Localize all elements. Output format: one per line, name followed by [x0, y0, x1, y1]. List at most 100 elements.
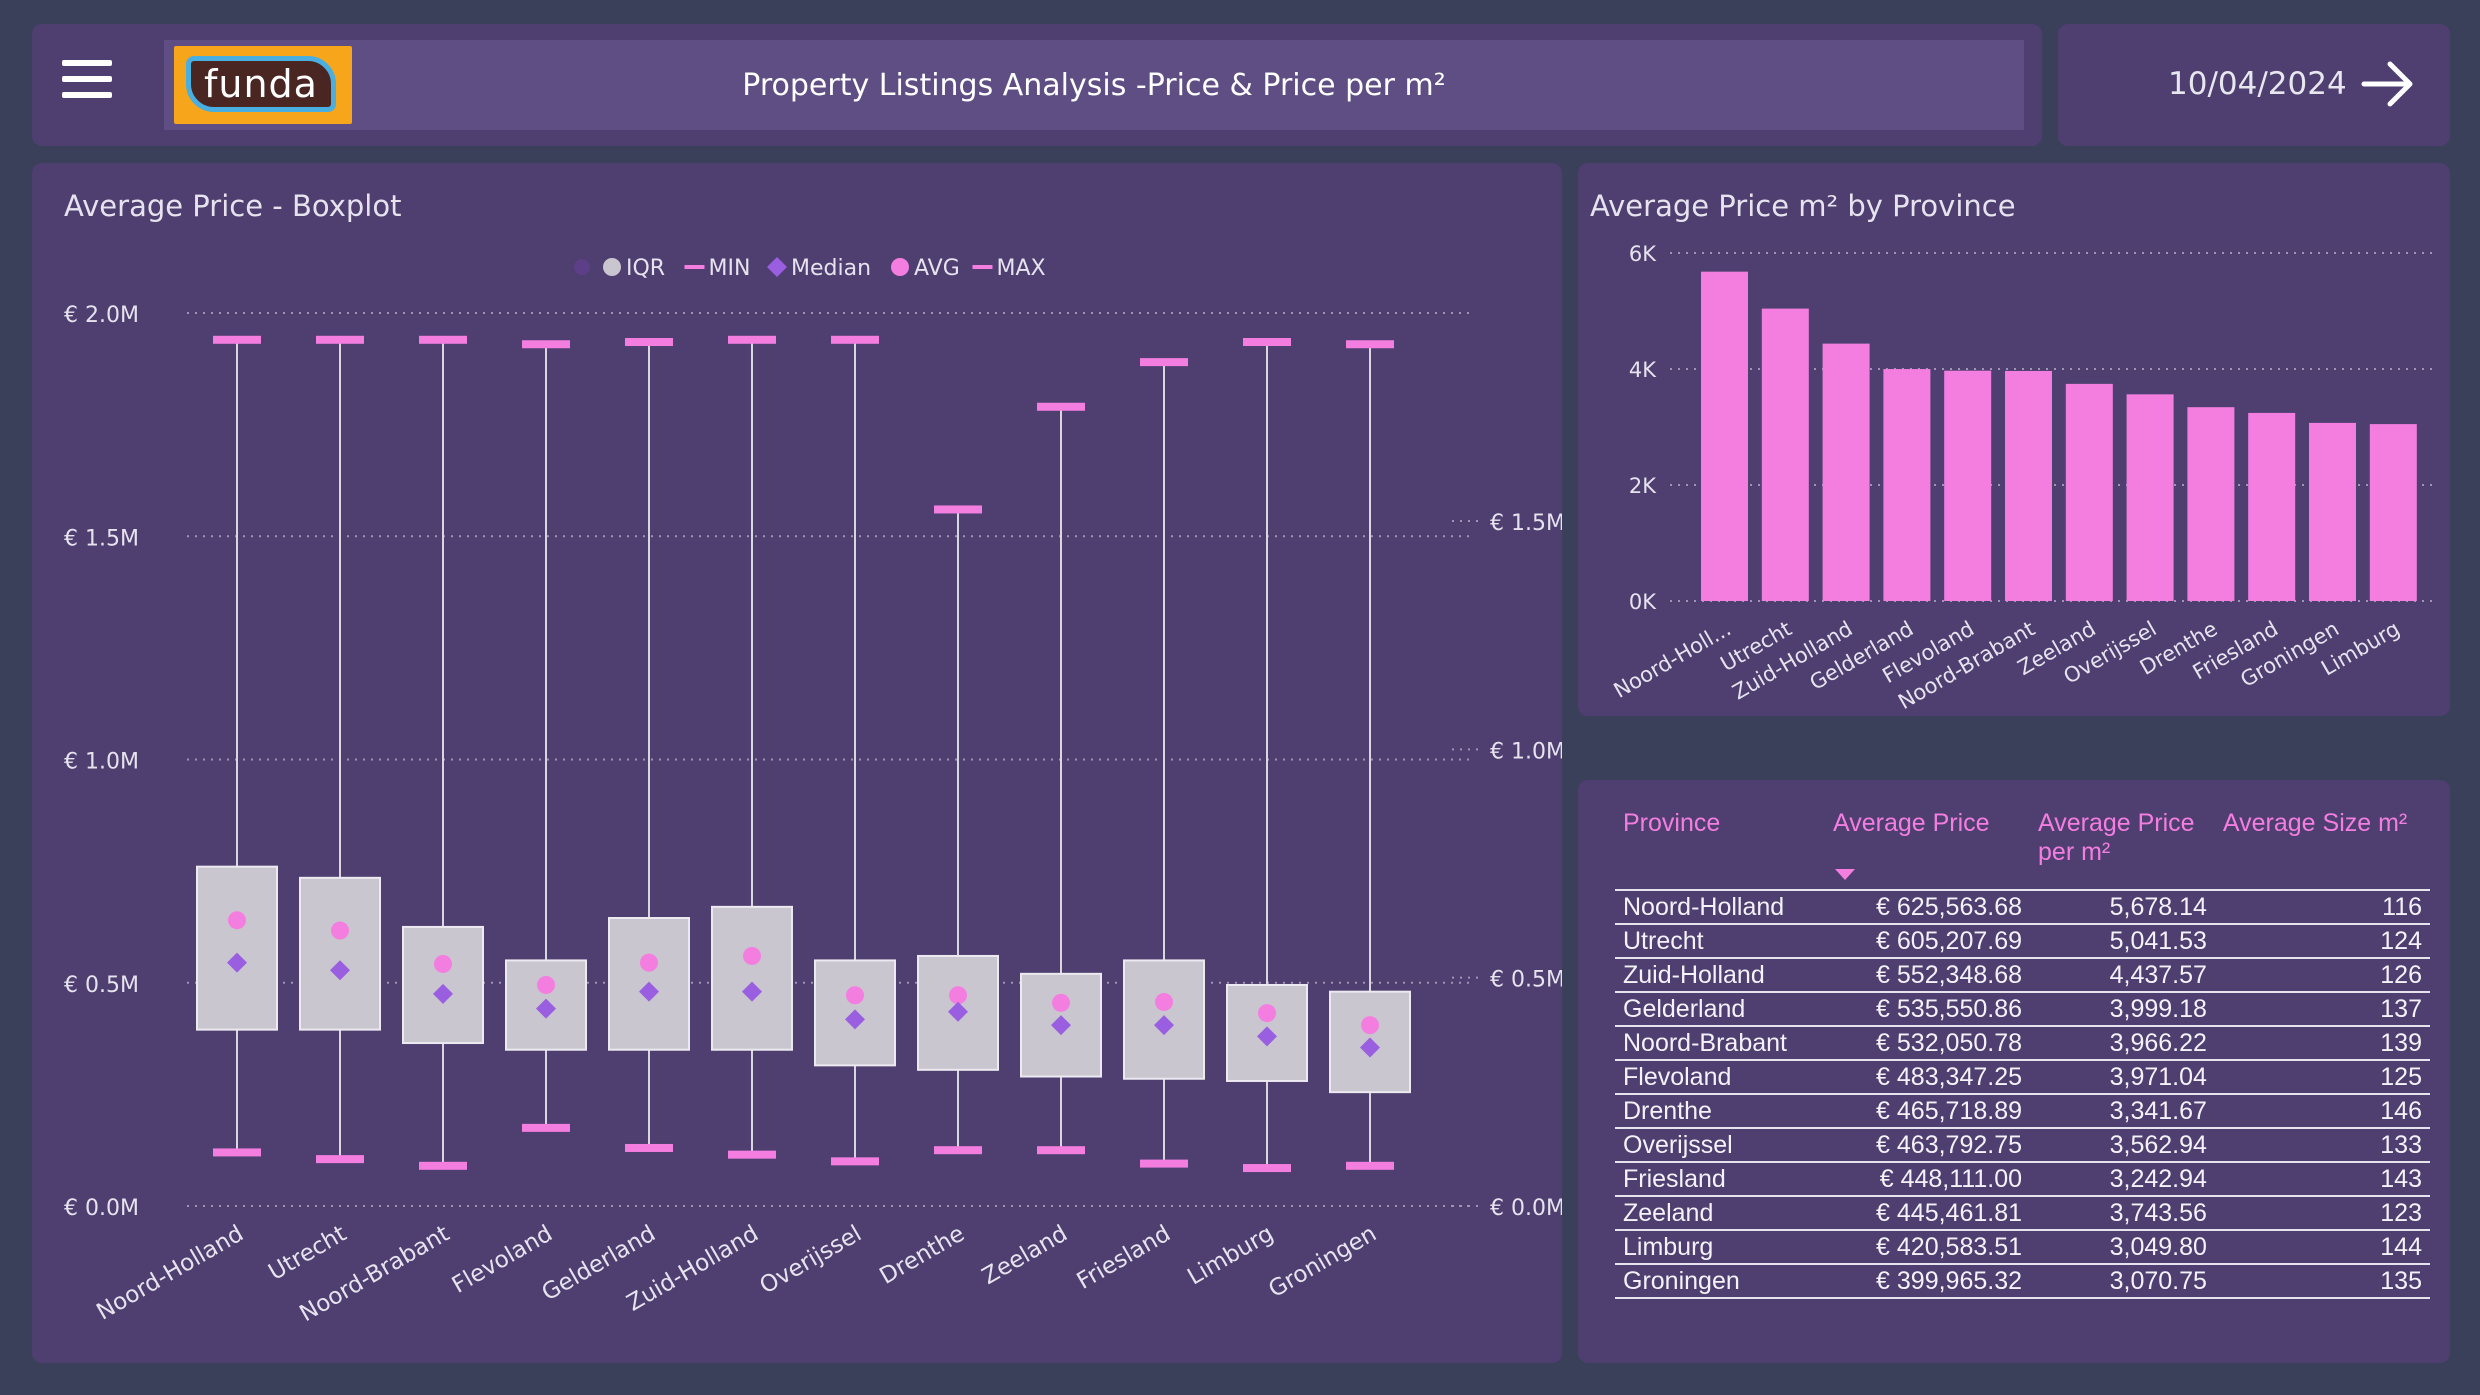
- avg-marker: [434, 954, 452, 973]
- cell-average-price: € 463,792.75: [1825, 1128, 2031, 1163]
- funda-logo: funda: [174, 46, 352, 124]
- min-marker: [728, 1150, 776, 1159]
- cell-province: Groningen: [1615, 1264, 1826, 1299]
- cell-average-price: € 465,718.89: [1825, 1094, 2031, 1129]
- y-axis-tick-label: 6K: [1629, 242, 1657, 266]
- column-header-average-size[interactable]: Average Size m²: [2222, 809, 2408, 837]
- cell-average-size: 124: [2214, 924, 2430, 959]
- legend-marker-iqr: [603, 258, 621, 276]
- legend-label: IQR: [626, 256, 665, 281]
- cell-average-size: 143: [2214, 1162, 2430, 1197]
- cell-province: Limburg: [1615, 1230, 1826, 1265]
- avg-marker: [846, 986, 864, 1005]
- cell-average-price: € 625,563.68: [1825, 889, 2031, 925]
- y-axis-tick-label: € 0.5M: [64, 973, 139, 998]
- max-marker: [728, 335, 776, 344]
- cell-price-per-m2: 3,049.80: [2030, 1230, 2215, 1265]
- table-row[interactable]: Friesland € 448,111.00 3,242.94 143: [1615, 1162, 2430, 1197]
- table-row[interactable]: Overijssel € 463,792.75 3,562.94 133: [1615, 1128, 2430, 1163]
- min-marker: [1140, 1159, 1188, 1168]
- table-row[interactable]: Limburg € 420,583.51 3,049.80 144: [1615, 1230, 2430, 1265]
- boxplot-panel: Average Price - Boxplot IQR MIN Median AVG M…: [32, 163, 1562, 1363]
- cell-average-size: 123: [2214, 1196, 2430, 1231]
- legend-marker-max: [972, 265, 993, 269]
- legend-marker-hidden: [574, 259, 590, 275]
- median-marker: [845, 1009, 865, 1030]
- min-marker: [316, 1155, 364, 1164]
- bar: [1701, 271, 1748, 601]
- cell-province: Gelderland: [1615, 992, 1826, 1027]
- legend-label: AVG: [914, 256, 960, 281]
- x-axis-tick-label: Groningen: [1264, 1221, 1381, 1303]
- iqr-box: [505, 959, 587, 1051]
- max-marker: [213, 335, 261, 344]
- table-row[interactable]: Gelderland € 535,550.86 3,999.18 137: [1615, 992, 2430, 1027]
- table-row[interactable]: Zuid-Holland € 552,348.68 4,437.57 126: [1615, 958, 2430, 993]
- province-table: Province Average Price Average Price per…: [1615, 805, 2430, 1299]
- table-row[interactable]: Groningen € 399,965.32 3,070.75 135: [1615, 1264, 2430, 1299]
- y-axis-tick-label: € 1.5M: [64, 526, 139, 551]
- min-marker: [1243, 1164, 1291, 1173]
- boxplot-legend: IQR MIN Median AVG MAX: [574, 256, 1046, 281]
- median-marker: [1360, 1037, 1380, 1058]
- table-row[interactable]: Drenthe € 465,718.89 3,341.67 146: [1615, 1094, 2430, 1129]
- median-marker: [536, 998, 556, 1019]
- table-row[interactable]: Flevoland € 483,347.25 3,971.04 125: [1615, 1060, 2430, 1095]
- min-marker: [522, 1123, 570, 1132]
- bar: [2187, 407, 2235, 601]
- bar: [1761, 308, 1809, 601]
- cell-average-size: 125: [2214, 1060, 2430, 1095]
- max-marker: [419, 335, 467, 344]
- legend-marker-median: [767, 257, 787, 277]
- table-row[interactable]: Utrecht € 605,207.69 5,041.53 124: [1615, 924, 2430, 959]
- max-marker: [316, 335, 364, 344]
- column-header-average-price[interactable]: Average Price: [1825, 805, 2030, 890]
- y-axis-tick-label: 2K: [1629, 474, 1657, 498]
- cell-average-size: 116: [2214, 889, 2430, 925]
- column-header-average-price-label: Average Price: [1833, 809, 1990, 837]
- bar-chart-title: Average Price m² by Province: [1590, 189, 2016, 223]
- cell-average-price: € 399,965.32: [1825, 1264, 2031, 1299]
- x-axis-tick-label: Drenthe: [875, 1221, 969, 1290]
- avg-marker: [228, 911, 246, 930]
- cell-average-size: 133: [2214, 1128, 2430, 1163]
- cell-price-per-m2: 5,678.14: [2030, 889, 2215, 925]
- cell-price-per-m2: 3,971.04: [2030, 1060, 2215, 1095]
- median-marker: [433, 983, 453, 1004]
- cell-price-per-m2: 3,070.75: [2030, 1264, 2215, 1299]
- median-marker: [1154, 1015, 1174, 1036]
- cell-price-per-m2: 4,437.57: [2030, 958, 2215, 993]
- table-row[interactable]: Noord-Brabant € 532,050.78 3,966.22 139: [1615, 1026, 2430, 1061]
- avg-marker: [1258, 1004, 1276, 1023]
- y-axis-tick-label: € 1.0M: [64, 750, 139, 775]
- max-marker: [1140, 358, 1188, 367]
- cell-price-per-m2: 3,341.67: [2030, 1094, 2215, 1129]
- bar: [2248, 412, 2296, 601]
- sort-desc-icon[interactable]: [1835, 869, 1856, 880]
- table-row[interactable]: Zeeland € 445,461.81 3,743.56 123: [1615, 1196, 2430, 1231]
- arrow-right-icon[interactable]: [2358, 54, 2418, 114]
- bar: [2369, 424, 2417, 601]
- cell-average-price: € 532,050.78: [1825, 1026, 2031, 1061]
- avg-marker: [743, 946, 761, 965]
- median-marker: [1257, 1026, 1277, 1047]
- max-marker: [522, 340, 570, 349]
- median-marker: [742, 981, 762, 1002]
- cell-province: Friesland: [1615, 1162, 1826, 1197]
- hamburger-menu-icon[interactable]: [62, 60, 112, 106]
- table-row[interactable]: Noord-Holland € 625,563.68 5,678.14 116: [1615, 889, 2430, 925]
- cell-price-per-m2: 3,966.22: [2030, 1026, 2215, 1061]
- bar: [1822, 343, 1870, 601]
- iqr-box: [196, 865, 278, 1031]
- cell-average-price: € 535,550.86: [1825, 992, 2031, 1027]
- cell-province: Noord-Holland: [1615, 889, 1826, 925]
- cell-average-size: 139: [2214, 1026, 2430, 1061]
- iqr-box: [299, 876, 381, 1031]
- boxplot-chart: IQR MIN Median AVG MAX € 0.0M € 0.5M € 1.0M € 1…: [64, 256, 1562, 1327]
- bar: [2065, 383, 2113, 601]
- cell-average-price: € 483,347.25: [1825, 1060, 2031, 1095]
- column-header-province[interactable]: Province: [1623, 809, 1721, 837]
- min-marker: [1037, 1146, 1085, 1155]
- column-header-average-price-per-m2[interactable]: Average Price per m²: [2038, 809, 2195, 866]
- date-text: 10/04/2024: [2168, 66, 2347, 102]
